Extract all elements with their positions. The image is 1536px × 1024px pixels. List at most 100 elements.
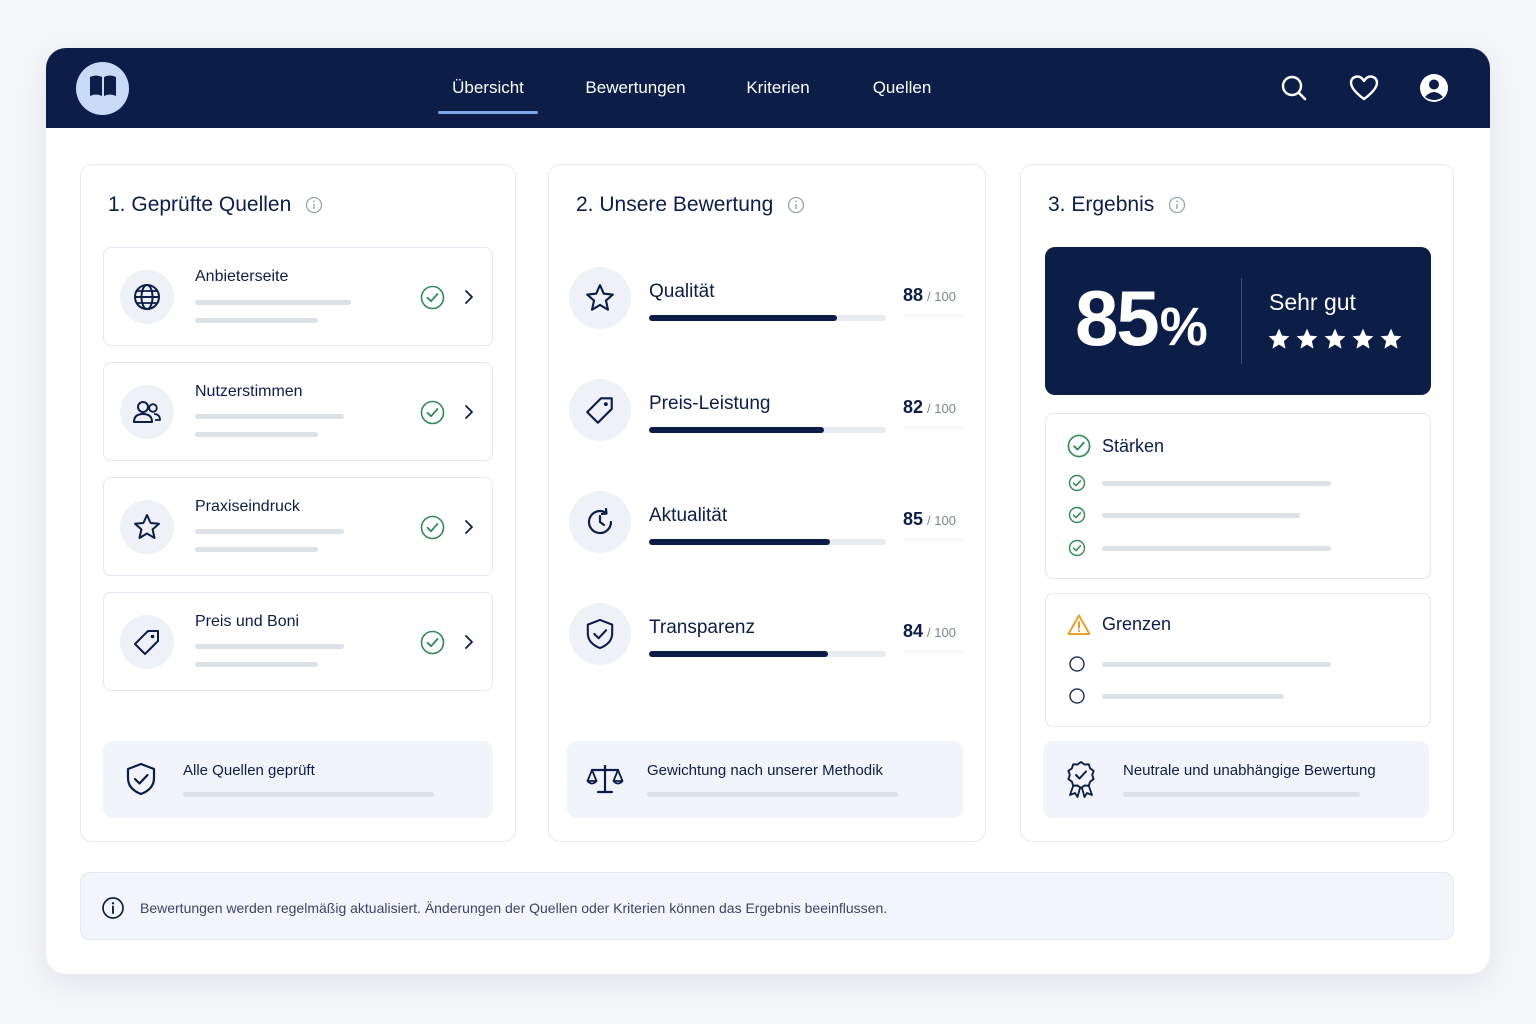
check-circle-icon [420, 515, 445, 540]
info-icon[interactable] [1168, 196, 1186, 214]
warning-triangle-icon [1067, 613, 1091, 637]
source-label: Nutzerstimmen [195, 383, 303, 400]
tab-uebersicht[interactable]: Übersicht [438, 48, 538, 128]
tag-icon [569, 379, 631, 441]
limits-card: Grenzen [1045, 593, 1431, 727]
placeholder-line [1123, 792, 1360, 797]
divider [903, 651, 963, 652]
placeholder-line [1102, 694, 1284, 699]
placeholder-line [1102, 546, 1331, 551]
rating-footer: Gewichtung nach unserer Methodik [567, 741, 963, 818]
source-card-preis-und-boni[interactable]: Preis und Boni [103, 592, 493, 691]
empty-circle-icon [1068, 687, 1086, 705]
star-filled-icon [1351, 327, 1375, 356]
rating-progress-fill [649, 315, 837, 321]
sources-title: 1. Geprüfte Quellen [108, 193, 323, 217]
strengths-card: Stärken [1045, 413, 1431, 579]
placeholder-line [1102, 662, 1331, 667]
rating-score: 88/ 100 [903, 285, 956, 306]
user-icon[interactable] [1418, 72, 1450, 104]
placeholder-line [195, 547, 318, 552]
rating-row-transparenz: Transparenz 84/ 100 [569, 603, 969, 673]
score-max: / 100 [927, 625, 956, 640]
rating-title-text: Unsere Bewertung [599, 193, 774, 216]
result-panel: 3. Ergebnis 85% Sehr gut Stärken [1020, 164, 1454, 842]
info-icon [101, 896, 125, 920]
tag-icon [120, 615, 174, 669]
check-circle-icon [1068, 474, 1086, 492]
divider [903, 315, 963, 316]
app-window: Übersicht Bewertungen Kriterien Quellen … [46, 48, 1490, 974]
sources-title-text: Geprüfte Quellen [131, 193, 292, 216]
placeholder-line [195, 529, 344, 534]
star-filled-icon [1295, 327, 1319, 356]
overall-score: 85% [1075, 279, 1208, 357]
clock-refresh-icon [569, 491, 631, 553]
source-card-nutzerstimmen[interactable]: Nutzerstimmen [103, 362, 493, 461]
result-title: 3. Ergebnis [1048, 193, 1186, 217]
rating-score: 85/ 100 [903, 509, 956, 530]
rating-number: 2. [576, 193, 594, 216]
placeholder-line [647, 792, 898, 797]
placeholder-line [195, 662, 318, 667]
info-icon[interactable] [787, 196, 805, 214]
rating-score: 82/ 100 [903, 397, 956, 418]
score-value: 84 [903, 621, 924, 641]
info-banner: Bewertungen werden regelmäßig aktualisie… [80, 872, 1454, 940]
star-filled-icon [1323, 327, 1347, 356]
score-value: 88 [903, 285, 924, 305]
star-filled-icon [1267, 327, 1291, 356]
score-max: / 100 [927, 401, 956, 416]
source-card-praxiseindruck[interactable]: Praxiseindruck [103, 477, 493, 576]
chevron-right-icon[interactable] [460, 288, 478, 306]
rating-label: Preis-Leistung [649, 393, 771, 414]
score-number: 85 [1075, 274, 1160, 362]
check-circle-icon [1068, 506, 1086, 524]
source-card-anbieterseite[interactable]: Anbieterseite [103, 247, 493, 346]
divider [903, 539, 963, 540]
logo[interactable] [76, 62, 129, 115]
sources-footer: Alle Quellen geprüft [103, 741, 493, 818]
info-icon[interactable] [305, 196, 323, 214]
rating-label: Aktualität [649, 505, 728, 526]
chevron-right-icon[interactable] [460, 633, 478, 651]
star-filled-icon [1379, 327, 1403, 356]
placeholder-line [195, 432, 318, 437]
sources-footer-text: Alle Quellen geprüft [183, 762, 315, 779]
rating-row-aktualitaet: Aktualität 85/ 100 [569, 491, 969, 561]
tab-bewertungen[interactable]: Bewertungen [585, 78, 686, 97]
result-number: 3. [1048, 193, 1066, 216]
tab-quellen[interactable]: Quellen [872, 78, 932, 97]
placeholder-line [183, 792, 434, 797]
scale-icon [585, 759, 625, 799]
result-footer-text: Neutrale und unabhängige Bewertung [1123, 762, 1376, 779]
nav-actions [1278, 72, 1450, 104]
source-label: Anbieterseite [195, 268, 289, 285]
rating-label: Qualität [649, 281, 715, 302]
check-circle-icon [420, 285, 445, 310]
divider [1241, 278, 1242, 364]
info-banner-text: Bewertungen werden regelmäßig aktualisie… [140, 900, 888, 916]
star-rating [1267, 327, 1403, 356]
source-label: Preis und Boni [195, 613, 300, 630]
heart-icon[interactable] [1348, 72, 1380, 104]
tab-kriterien[interactable]: Kriterien [746, 78, 810, 97]
divider [903, 427, 963, 428]
rating-panel: 2. Unsere Bewertung Qualität 88/ 100 Pre… [548, 164, 986, 842]
verdict-text: Sehr gut [1269, 289, 1356, 315]
rating-progress-fill [649, 427, 824, 433]
score-max: / 100 [927, 289, 956, 304]
rating-title: 2. Unsere Bewertung [576, 193, 805, 217]
chevron-right-icon[interactable] [460, 518, 478, 536]
chevron-right-icon[interactable] [460, 403, 478, 421]
rating-row-preis-leistung: Preis-Leistung 82/ 100 [569, 379, 969, 449]
placeholder-line [195, 300, 351, 305]
check-circle-icon [420, 400, 445, 425]
rating-progress-track [649, 315, 886, 321]
star-icon [120, 500, 174, 554]
strengths-title: Stärken [1102, 436, 1165, 456]
rating-progress-track [649, 651, 886, 657]
search-icon[interactable] [1278, 72, 1310, 104]
check-circle-icon [1068, 539, 1086, 557]
award-badge-icon [1061, 759, 1101, 799]
